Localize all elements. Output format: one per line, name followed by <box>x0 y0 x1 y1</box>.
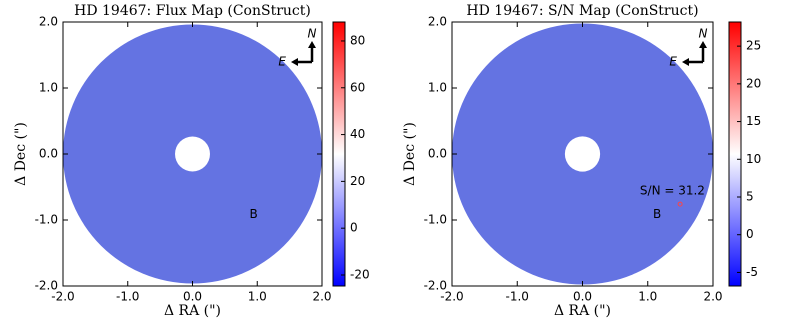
x-tick-label: -1.0 <box>116 290 139 304</box>
x-tick-label: -2.0 <box>51 290 74 304</box>
colorbar-tick-label: 20 <box>350 174 365 188</box>
colorbar <box>332 21 346 287</box>
annotation: S/N = 31.2 <box>640 183 705 197</box>
compass-head <box>682 41 707 66</box>
annotation: B <box>653 207 661 221</box>
x-axis-label: Δ RA (") <box>164 303 221 319</box>
x-tick-label: 0.0 <box>573 290 592 304</box>
colorbar-tick-label: 25 <box>746 39 761 53</box>
y-tick-label: 0.0 <box>39 147 58 161</box>
colorbar-tick-label: 15 <box>746 114 761 128</box>
chart-title: HD 19467: Flux Map (ConStruct) <box>74 3 311 19</box>
colorbar <box>728 21 742 287</box>
y-tick-label: -1.0 <box>424 213 447 227</box>
colorbar-tick-label: 0 <box>746 227 754 241</box>
y-tick-label: 2.0 <box>428 15 447 29</box>
x-tick-label: 2.0 <box>703 290 722 304</box>
colorbar-tick-label: 60 <box>350 80 365 94</box>
y-axis-label: Δ Dec (") <box>13 122 29 186</box>
colorbar-tick-label: 40 <box>350 127 365 141</box>
colorbar-tick-label: 20 <box>746 76 761 90</box>
colorbar-tick-label: -5 <box>746 265 758 279</box>
compass-head <box>291 41 316 66</box>
x-tick-label: -1.0 <box>506 290 529 304</box>
y-axis-label: Δ Dec (") <box>402 122 418 186</box>
y-tick-label: -2.0 <box>35 279 58 293</box>
colorbar-tick-label: 10 <box>746 152 761 166</box>
y-tick-label: 0.0 <box>428 147 447 161</box>
x-tick-label: 0.0 <box>183 290 202 304</box>
chart-title: HD 19467: S/N Map (ConStruct) <box>466 3 698 19</box>
x-tick-label: 2.0 <box>312 290 331 304</box>
compass-east: E <box>669 55 677 69</box>
compass-east: E <box>278 55 286 69</box>
colorbar-tick-label: -20 <box>350 268 370 282</box>
x-tick-label: 1.0 <box>638 290 657 304</box>
y-tick-label: 1.0 <box>39 81 58 95</box>
compass-north: N <box>308 27 317 41</box>
colorbar-tick-label: 5 <box>746 189 754 203</box>
mask-hole <box>564 136 601 172</box>
colorbar-tick-label: 0 <box>350 221 358 235</box>
y-tick-label: 2.0 <box>39 15 58 29</box>
colorbar-tick-label: 80 <box>350 33 365 47</box>
annotation: B <box>249 207 257 221</box>
compass-north: N <box>699 27 708 41</box>
mask-hole <box>175 136 210 172</box>
companion-marker <box>677 201 683 207</box>
x-axis-label: Δ RA (") <box>554 303 611 319</box>
y-tick-label: -2.0 <box>424 279 447 293</box>
x-tick-label: 1.0 <box>248 290 267 304</box>
y-tick-label: 1.0 <box>428 81 447 95</box>
y-tick-label: -1.0 <box>35 213 58 227</box>
x-tick-label: -2.0 <box>440 290 463 304</box>
